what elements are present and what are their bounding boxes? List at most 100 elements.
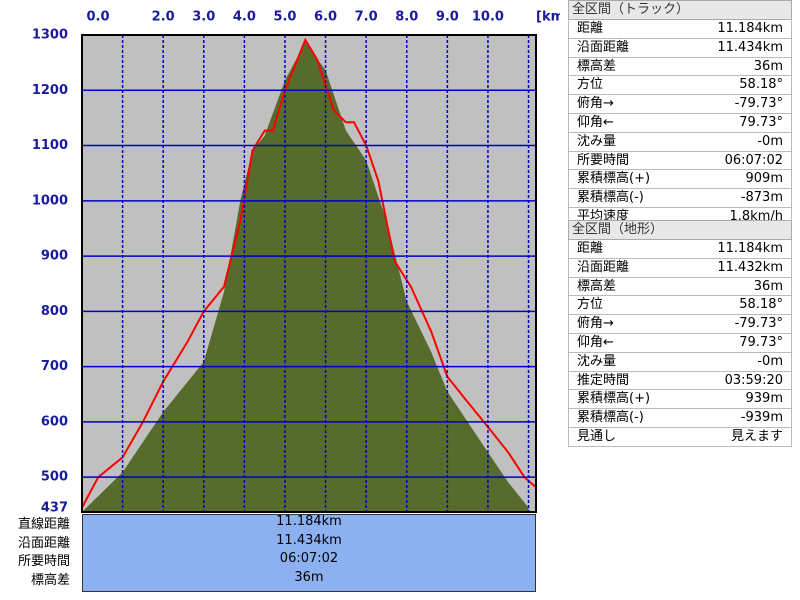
info-row: 沈み量 -0m [568, 132, 792, 152]
info-row: 沿面距離 11.434km [568, 38, 792, 58]
info-row: 見通し 見えます [568, 427, 792, 447]
summary-box: 11.184km 11.434km 06:07:02 36m [82, 514, 536, 592]
row-value: -939m [740, 410, 783, 426]
info-row: 累積標高(+) 939m [568, 390, 792, 410]
row-value: 06:07:02 [724, 152, 783, 168]
info-row: 累積標高(-) -939m [568, 409, 792, 428]
x-tick-label: 6.0 [314, 10, 337, 25]
row-value: 03:59:20 [724, 372, 783, 388]
row-label: 見通し [577, 428, 617, 444]
panel-title: 全区間（地形） [568, 220, 792, 240]
row-label: 累積標高(-) [577, 410, 644, 426]
info-row: 方位 58.18° [568, 76, 792, 96]
row-value: 11.432km [717, 259, 783, 275]
row-label: 累積標高(-) [577, 190, 644, 206]
profile-chart: [km] 437 500 600 700 800 900 1000 1100 1200 1300 0… [32, 10, 560, 515]
y-tick-label: 500 [41, 470, 68, 485]
row-value: 11.434km [717, 39, 783, 55]
y-tick-label: 700 [41, 359, 68, 374]
summary-label: 直線距離 [17, 517, 70, 532]
y-tick-label: 1200 [32, 83, 68, 98]
row-value: 見えます [730, 428, 783, 444]
info-row: 累積標高(+) 909m [568, 170, 792, 190]
info-row: 所要時間 06:07:02 [568, 151, 792, 171]
x-tick-label: 7.0 [355, 10, 378, 25]
info-row: 俯角→ -79.73° [568, 95, 792, 114]
row-label: 所要時間 [577, 152, 630, 168]
summary-value: 36m [294, 570, 324, 586]
info-row: 距離 11.184km [568, 20, 792, 39]
summary-value: 06:07:02 [279, 551, 339, 567]
row-label: 標高差 [577, 278, 617, 294]
y-tick-label: 600 [41, 414, 68, 429]
row-label: 仰角← [577, 114, 614, 130]
row-label: 推定時間 [577, 372, 630, 388]
x-tick-label: 0.0 [86, 10, 109, 25]
row-value: 79.73° [739, 114, 783, 130]
row-value: 58.18° [739, 77, 783, 93]
x-tick-label: 2.0 [152, 10, 175, 25]
y-tick-label: 1300 [32, 28, 68, 43]
summary-label: 沿面距離 [17, 535, 70, 551]
plot-border [81, 34, 537, 513]
x-axis-label: [km] [536, 10, 560, 25]
panel-title: 全区間（トラック） [568, 0, 792, 20]
y-tick-label: 800 [41, 304, 68, 319]
x-tick-label: 9.0 [436, 10, 459, 25]
info-row: 方位 58.18° [568, 296, 792, 316]
info-row: 仰角← 79.73° [568, 333, 792, 353]
row-label: 俯角→ [577, 96, 614, 112]
x-tick-label: 3.0 [192, 10, 215, 25]
row-label: 方位 [577, 297, 604, 313]
summary-value: 11.184km [276, 514, 342, 529]
row-value: -79.73° [734, 96, 783, 112]
y-tick-label: 900 [41, 249, 68, 264]
row-label: 沿面距離 [577, 39, 630, 55]
info-row: 標高差 36m [568, 277, 792, 297]
row-label: 距離 [577, 241, 604, 256]
summary-label: 所要時間 [17, 554, 70, 570]
row-value: 909m [745, 171, 783, 187]
row-label: 仰角← [577, 334, 614, 350]
row-label: 沈み量 [577, 133, 617, 149]
row-value: 939m [745, 391, 783, 407]
x-tick-label: 4.0 [233, 10, 256, 25]
info-row: 沿面距離 11.432km [568, 258, 792, 278]
row-label: 方位 [577, 77, 604, 93]
info-row: 推定時間 03:59:20 [568, 371, 792, 391]
row-label: 沈み量 [577, 353, 617, 369]
x-tick-label: 10.0 [472, 10, 504, 25]
y-tick-label: 1000 [32, 193, 68, 208]
x-tick-label: 5.0 [273, 10, 296, 25]
info-row: 距離 11.184km [568, 240, 792, 259]
y-tick-label: 1100 [32, 138, 68, 153]
summary-label: 標高差 [30, 573, 70, 589]
row-label: 俯角→ [577, 316, 614, 332]
row-value: -79.73° [734, 316, 783, 332]
row-value: 36m [753, 58, 783, 74]
row-value: -0m [757, 353, 783, 369]
info-row: 標高差 36m [568, 57, 792, 77]
track-line [81, 37, 537, 509]
row-label: 累積標高(+) [577, 171, 651, 187]
info-panel: 全区間（トラック） 距離 11.184km 沿面距離 11.434km 標高差 36m 方位 5… [568, 0, 792, 227]
row-value: 79.73° [739, 334, 783, 350]
row-value: -873m [740, 190, 783, 206]
row-label: 標高差 [577, 58, 617, 74]
info-row: 俯角→ -79.73° [568, 315, 792, 334]
info-panel: 全区間（地形） 距離 11.184km 沿面距離 11.432km 標高差 36m 方位 58.… [568, 220, 792, 447]
y-tick-label: 437 [41, 501, 68, 515]
row-value: 11.184km [717, 241, 783, 256]
row-label: 距離 [577, 21, 604, 36]
row-label: 累積標高(+) [577, 391, 651, 407]
info-row: 累積標高(-) -873m [568, 189, 792, 208]
info-row: 沈み量 -0m [568, 352, 792, 372]
row-value: 36m [753, 278, 783, 294]
row-label: 沿面距離 [577, 259, 630, 275]
row-value: -0m [757, 133, 783, 149]
info-row: 仰角← 79.73° [568, 113, 792, 133]
summary-value: 11.434km [276, 532, 342, 548]
x-tick-label: 8.0 [395, 10, 418, 25]
row-value: 58.18° [739, 297, 783, 313]
